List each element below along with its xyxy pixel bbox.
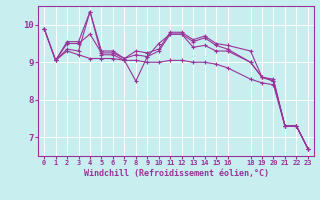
X-axis label: Windchill (Refroidissement éolien,°C): Windchill (Refroidissement éolien,°C) <box>84 169 268 178</box>
